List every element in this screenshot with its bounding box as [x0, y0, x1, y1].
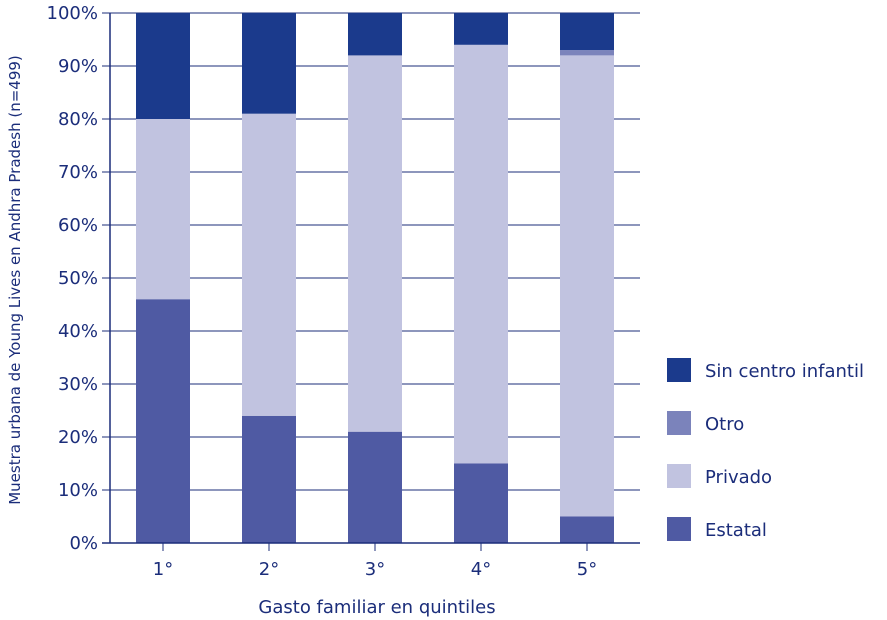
bars: [136, 13, 614, 543]
y-tick-labels: 0% 10% 20% 30% 40% 50% 60% 70% 80% 90% 100%: [47, 3, 98, 554]
bar-segment: [454, 463, 508, 543]
bar-segment: [560, 50, 614, 56]
bar-segment: [348, 13, 402, 56]
legend-label: Otro: [705, 414, 744, 435]
bar-segment: [454, 44, 508, 464]
legend-label: Sin centro infantil: [705, 361, 864, 382]
y-tick-label: 10%: [58, 480, 98, 501]
x-tick-label: 3°: [365, 559, 385, 580]
legend-label: Privado: [705, 467, 772, 488]
bar-segment: [454, 13, 508, 45]
x-tick-labels: 1° 2° 3° 4° 5°: [153, 559, 597, 580]
x-tick-label: 2°: [259, 559, 279, 580]
x-axis-title: Gasto familiar en quintiles: [258, 597, 495, 618]
bar-segment: [136, 299, 190, 543]
bar-segment: [560, 13, 614, 51]
bar-segment: [136, 13, 190, 119]
bar-segment: [348, 431, 402, 543]
bar-segment: [348, 55, 402, 432]
legend-swatch: [667, 464, 691, 488]
y-tick-label: 0%: [69, 533, 98, 554]
axes: [102, 13, 640, 551]
x-tick-label: 5°: [577, 559, 597, 580]
y-tick-label: 40%: [58, 321, 98, 342]
bar-segment: [242, 113, 296, 416]
legend-swatch: [667, 517, 691, 541]
bar-segment: [136, 119, 190, 300]
legend-swatch: [667, 358, 691, 382]
y-tick-label: 50%: [58, 268, 98, 289]
y-tick-label: 70%: [58, 162, 98, 183]
y-tick-label: 80%: [58, 109, 98, 130]
bar-segment: [560, 516, 614, 543]
y-tick-label: 90%: [58, 56, 98, 77]
y-tick-label: 20%: [58, 427, 98, 448]
y-axis-title: Muestra urbana de Young Lives en Andhra …: [6, 55, 24, 505]
legend: Sin centro infantil Otro Privado Estatal: [667, 358, 864, 541]
x-tick-label: 4°: [471, 559, 491, 580]
bar-segment: [242, 13, 296, 114]
y-tick-label: 100%: [47, 3, 98, 24]
x-tick-label: 1°: [153, 559, 173, 580]
legend-label: Estatal: [705, 520, 767, 541]
legend-swatch: [667, 411, 691, 435]
y-tick-label: 30%: [58, 374, 98, 395]
y-tick-label: 60%: [58, 215, 98, 236]
bar-segment: [560, 55, 614, 517]
bar-segment: [242, 415, 296, 543]
